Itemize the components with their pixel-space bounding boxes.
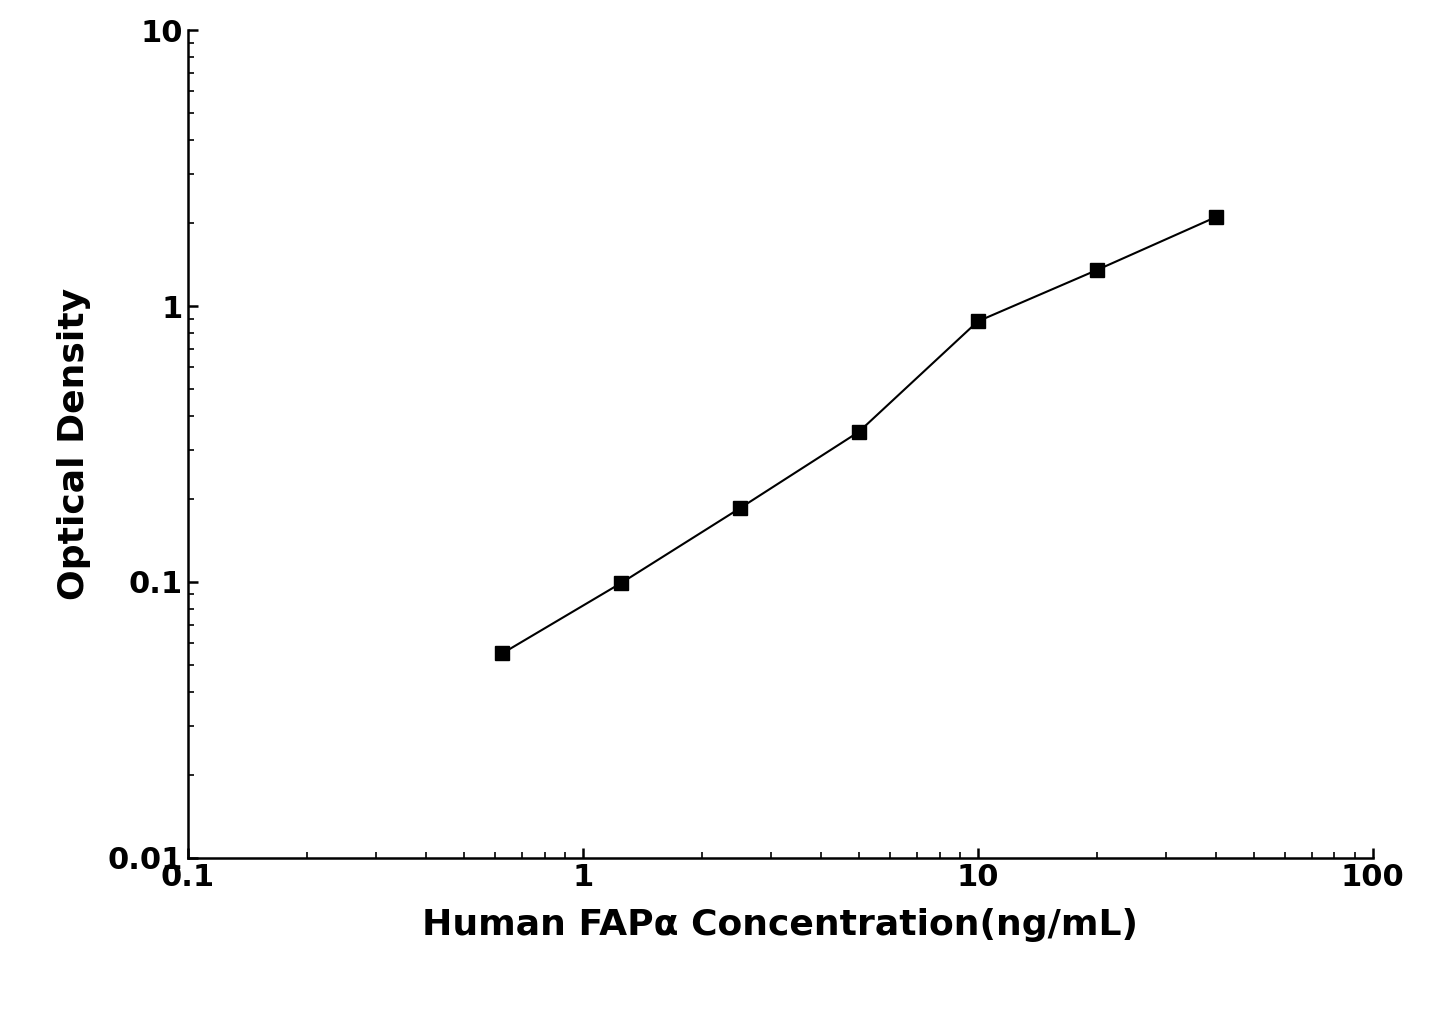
Y-axis label: Optical Density: Optical Density (56, 288, 91, 600)
X-axis label: Human FAPα Concentration(ng/mL): Human FAPα Concentration(ng/mL) (422, 908, 1139, 942)
